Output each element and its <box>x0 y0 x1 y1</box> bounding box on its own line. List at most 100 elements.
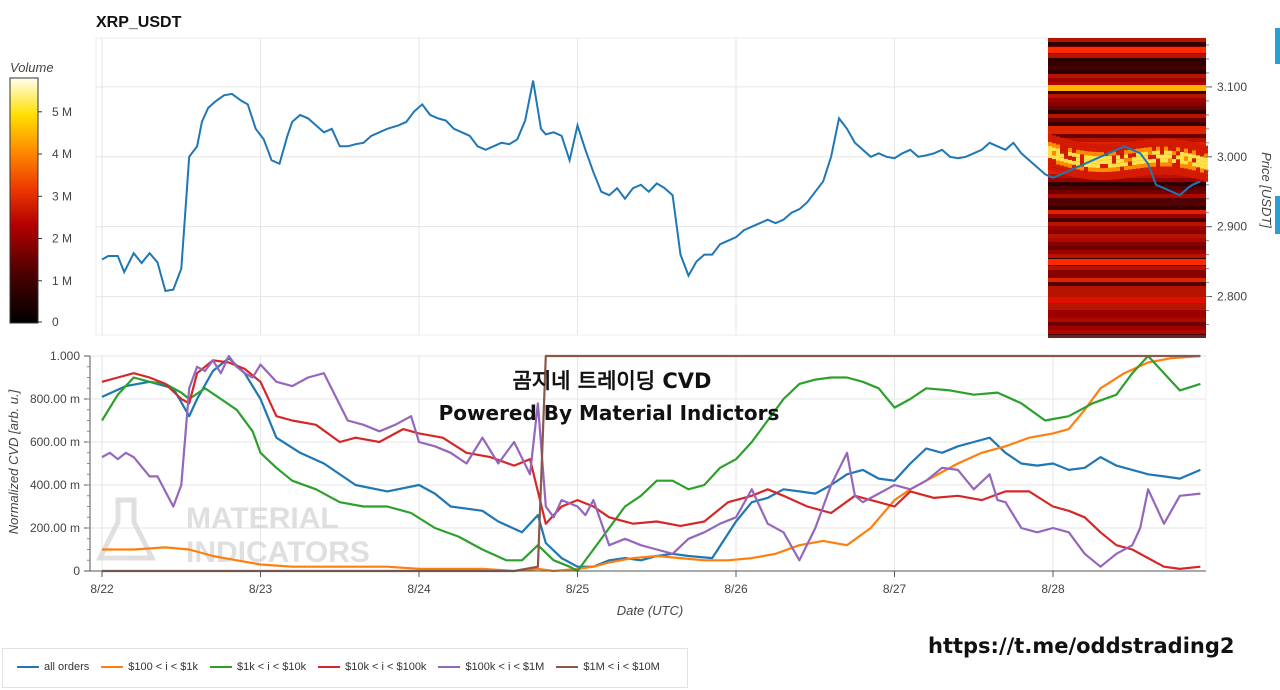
heatmap-cell <box>1192 142 1196 147</box>
heatmap-cell <box>1072 156 1076 161</box>
price-grid <box>96 38 1206 335</box>
heatmap-cell <box>1172 162 1176 167</box>
heatmap-band <box>1048 42 1206 46</box>
legend-item-s1m_10m[interactable]: $1M < i < $10M <box>556 661 660 673</box>
heatmap-cell <box>1072 140 1076 145</box>
heatmap-cell <box>1168 158 1172 163</box>
heatmap-cell <box>1124 154 1128 159</box>
heatmap-cell <box>1060 157 1064 162</box>
heatmap-cell <box>1060 165 1064 170</box>
telegram-link[interactable]: https://t.me/oddstrading2 <box>928 634 1235 658</box>
heatmap-cell <box>1180 151 1184 156</box>
heatmap-cell <box>1128 141 1132 146</box>
cvd-y-tick-label: 800.00 m <box>30 392 80 406</box>
heatmap-cell <box>1132 141 1136 146</box>
heatmap-cell <box>1116 163 1120 168</box>
heatmap-cell <box>1048 154 1052 158</box>
heatmap-cell <box>1180 163 1184 168</box>
price-line-layer <box>101 80 1201 293</box>
heatmap-cell <box>1116 155 1120 160</box>
heatmap-band <box>1048 58 1206 62</box>
heatmap-cell <box>1104 160 1108 165</box>
chart-title: XRP_USDT <box>96 14 182 31</box>
heatmap-cell <box>1076 141 1080 146</box>
right-edge-tab-top[interactable] <box>1275 28 1280 64</box>
heatmap-cell <box>1068 171 1072 176</box>
legend-item-s100_1k[interactable]: $100 < i < $1k <box>101 661 198 673</box>
heatmap-cell <box>1096 148 1100 153</box>
heatmap-band <box>1048 134 1206 138</box>
colorbar-tick-label: 3 M <box>52 189 72 203</box>
heatmap-cell <box>1152 166 1156 171</box>
heatmap-cell <box>1164 158 1168 163</box>
heatmap-band <box>1048 186 1206 190</box>
legend-item-s1k_10k[interactable]: $1k < i < $10k <box>209 661 306 673</box>
heatmap-cell <box>1160 142 1164 147</box>
heatmap-cell <box>1104 144 1108 149</box>
heatmap-cell <box>1100 164 1104 169</box>
price-series-line <box>101 80 1201 293</box>
heatmap-cell <box>1188 149 1192 154</box>
right-edge-tab-mid[interactable] <box>1275 196 1280 234</box>
price-tick-label: 2.800 <box>1217 290 1247 304</box>
heatmap-cell <box>1052 147 1056 152</box>
heatmap-band <box>1048 54 1206 58</box>
cvd-x-tick-label: 8/27 <box>883 582 907 596</box>
heatmap-cell <box>1188 153 1192 158</box>
heatmap-cell <box>1068 163 1072 168</box>
heatmap-cell <box>1192 174 1196 179</box>
heatmap-band <box>1048 74 1206 78</box>
heatmap-band <box>1048 214 1206 218</box>
heatmap-cell <box>1200 144 1204 149</box>
heatmap-cell <box>1140 144 1144 149</box>
heatmap-cell <box>1176 151 1180 156</box>
legend-item-all_orders[interactable]: all orders <box>17 661 89 673</box>
heatmap-cell <box>1156 142 1160 147</box>
heatmap-cell <box>1188 161 1192 166</box>
heatmap-cell <box>1088 143 1092 148</box>
heatmap-cell <box>1184 140 1188 145</box>
heatmap-high-volume-band <box>1048 85 1206 91</box>
legend-item-s100k_1m[interactable]: $100k < i < $1M <box>438 661 544 673</box>
cvd-series-s100k_1m <box>101 354 1201 568</box>
heatmap-band <box>1048 38 1206 42</box>
legend-item-s10k_100k[interactable]: $10k < i < $100k <box>318 661 426 673</box>
price-axis: 2.800 2.900 3.000 3.100 <box>1206 44 1247 326</box>
heatmap-cell <box>1184 160 1188 165</box>
heatmap-band <box>1048 106 1206 110</box>
heatmap-cell <box>1180 155 1184 160</box>
heatmap-cell <box>1084 171 1088 176</box>
heatmap-cell <box>1072 172 1076 177</box>
heatmap-cell <box>1172 166 1176 171</box>
heatmap-cell <box>1176 147 1180 152</box>
heatmap-cell <box>1124 162 1128 167</box>
overlay-title: 곰지네 트레이딩 CVD <box>513 369 712 393</box>
heatmap-cell <box>1160 154 1164 159</box>
heatmap-cell <box>1120 146 1124 151</box>
heatmap-band <box>1048 210 1206 214</box>
heatmap-cell <box>1108 175 1112 180</box>
heatmap-cell <box>1116 159 1120 164</box>
heatmap-band <box>1048 254 1206 258</box>
heatmap-band <box>1048 66 1206 70</box>
heatmap-cell <box>1156 170 1160 175</box>
cvd-series-s1k_10k <box>101 354 1201 573</box>
heatmap-cell <box>1112 159 1116 164</box>
heatmap-cell <box>1164 154 1168 159</box>
heatmap-cell <box>1112 151 1116 156</box>
heatmap-cell <box>1056 144 1060 149</box>
heatmap-cell <box>1148 171 1152 176</box>
heatmap-cell <box>1120 162 1124 167</box>
heatmap-cell <box>1092 163 1096 168</box>
cvd-x-tick-label: 8/28 <box>1041 582 1065 596</box>
heatmap-cell <box>1100 152 1104 157</box>
heatmap-cell <box>1200 176 1204 181</box>
heatmap-cell <box>1168 138 1172 143</box>
legend-label: $100 < i < $1k <box>128 661 198 673</box>
heatmap-cell <box>1196 167 1200 172</box>
heatmap-band <box>1048 318 1206 322</box>
heatmap-cell <box>1136 164 1140 169</box>
heatmap-cell <box>1192 166 1196 171</box>
heatmap-cell <box>1072 144 1076 149</box>
